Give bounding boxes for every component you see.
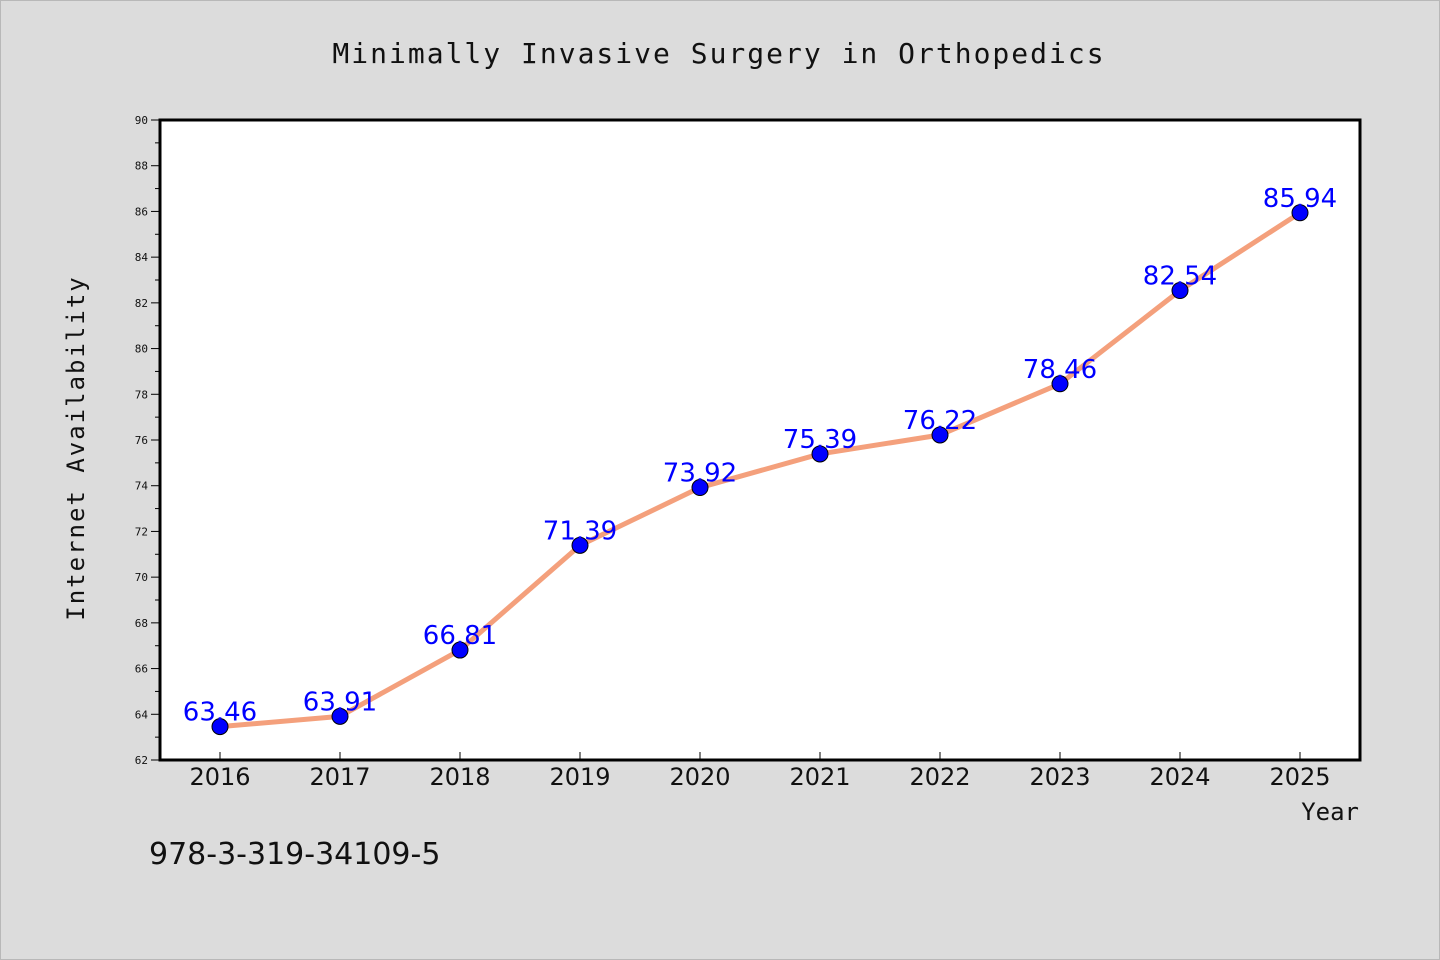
y-tick-label: 88 <box>135 160 148 173</box>
y-tick-label: 82 <box>135 297 148 310</box>
data-label: 85.94 <box>1263 184 1337 214</box>
footnote-text: 978-3-319-34109-5 <box>149 837 440 872</box>
series-line <box>217 210 1303 730</box>
x-tick-label: 2016 <box>189 763 250 791</box>
y-tick-label: 64 <box>135 708 149 721</box>
y-tick-label: 86 <box>135 205 148 218</box>
data-label: 63.91 <box>303 687 377 717</box>
data-label: 71.39 <box>543 516 617 546</box>
y-tick-label: 68 <box>135 617 148 630</box>
y-tick-label: 76 <box>135 434 148 447</box>
y-tick-label: 78 <box>135 388 148 401</box>
x-tick-label: 2021 <box>789 763 850 791</box>
data-label: 78.46 <box>1023 355 1097 385</box>
data-point <box>1291 204 1309 222</box>
x-axis-ticks: 2016 2017 2018 2019 2020 2021 2022 2023 2024 2025 <box>189 752 1331 791</box>
data-point <box>1171 282 1189 300</box>
x-tick-label: 2020 <box>669 763 730 791</box>
y-tick-label: 72 <box>135 525 148 538</box>
data-point <box>931 426 949 444</box>
y-tick-label: 90 <box>135 114 148 127</box>
y-tick-label: 80 <box>135 343 148 356</box>
data-point <box>451 641 469 659</box>
series-polyline <box>217 210 1303 730</box>
x-tick-label: 2025 <box>1269 763 1330 791</box>
x-tick-label: 2022 <box>909 763 970 791</box>
data-point <box>571 536 589 554</box>
data-point <box>211 718 229 736</box>
x-tick-label: 2017 <box>309 763 370 791</box>
x-tick-label: 2024 <box>1149 763 1210 791</box>
y-tick-label: 62 <box>135 754 148 767</box>
y-tick-label: 84 <box>135 251 149 264</box>
data-label: 66.81 <box>423 621 497 651</box>
plot-area <box>158 118 1362 762</box>
data-point <box>691 479 709 497</box>
x-tick-label: 2023 <box>1029 763 1090 791</box>
data-labels: 63.46 63.91 66.81 71.39 73.92 75.39 76.22 78.46… <box>183 184 1337 728</box>
series-markers <box>211 204 1309 736</box>
data-label: 73.92 <box>663 459 737 489</box>
y-axis-label: Internet Availability <box>62 275 90 620</box>
data-label: 75.39 <box>783 425 857 455</box>
data-label: 76.22 <box>903 406 977 436</box>
data-point <box>331 707 349 725</box>
data-point <box>1051 375 1069 393</box>
data-label: 82.54 <box>1143 262 1217 292</box>
x-axis-label: Year <box>1301 798 1359 826</box>
y-tick-label: 74 <box>135 480 149 493</box>
data-label: 63.46 <box>183 698 257 728</box>
data-point <box>811 445 829 463</box>
y-tick-label: 70 <box>135 571 148 584</box>
y-axis-ticks: 62 64 66 68 70 72 74 76 78 80 82 84 86 88 90 <box>135 114 160 767</box>
chart-title: Minimally Invasive Surgery in Orthopedic… <box>332 37 1105 70</box>
x-tick-label: 2018 <box>429 763 490 791</box>
y-tick-label: 66 <box>135 663 148 676</box>
x-tick-label: 2019 <box>549 763 610 791</box>
